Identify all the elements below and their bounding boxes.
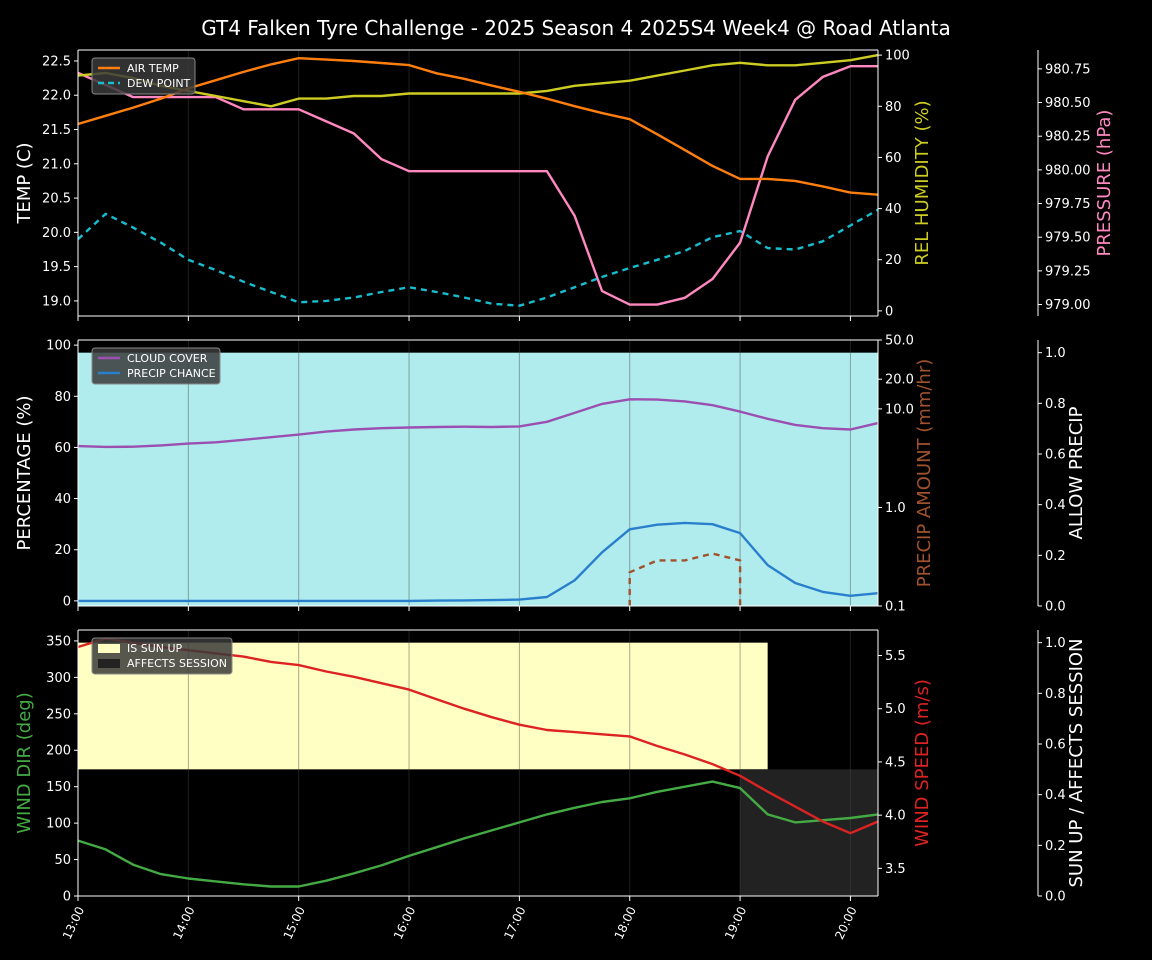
right-tick-label: 0.0 [1045,890,1066,905]
right-tick-label: 5.5 [885,649,906,664]
left-tick-label: 19.0 [42,294,71,309]
legend-label: CLOUD COVER [127,352,208,365]
right-axis-title: REL HUMIDITY (%) [912,100,933,265]
left-axis-title: TEMP (C) [14,142,35,224]
right-tick-label: 20.0 [885,373,914,388]
series-wind-dir [77,780,879,888]
right-tick-label: 980.25 [1045,130,1091,145]
right-tick-label: 979.50 [1045,231,1091,246]
left-tick-label: 20.0 [42,226,71,241]
legend-label: PRECIP CHANCE [127,367,216,380]
legend-label: IS SUN UP [127,642,183,655]
right-tick-label: 100 [885,49,910,64]
left-tick-label: 20 [54,543,71,558]
right-axis-title: PRESSURE (hPa) [1094,110,1115,257]
right-tick-label: 1.0 [1045,346,1066,361]
right-tick-label: 0.2 [1045,549,1066,564]
right-tick-label: 1.0 [1045,636,1066,651]
legend-box [91,347,221,385]
left-tick-label: 20.5 [42,192,71,207]
right-tick-label: 980.00 [1045,163,1091,178]
series-precip-chance [78,521,879,603]
right-tick-label: 0.1 [885,600,906,615]
chart-title: GT4 Falken Tyre Challenge - 2025 Season … [201,16,951,40]
left-axis-title: WIND DIR (deg) [14,692,35,834]
legend-swatch [98,644,120,653]
right-tick-label: 980.50 [1045,96,1091,111]
left-tick-label: 19.5 [42,260,71,275]
legend-label: AFFECTS SESSION [127,657,227,670]
panel-wind-sun: 0 50 100 150 200 250 300 350 WIND DIR (deg) 3.5 4.… [14,629,1087,942]
right-tick-label: 10.0 [885,402,914,417]
right-tick-label: 0.4 [1045,498,1066,513]
series-air-temp [77,57,879,196]
legend-label: AIR TEMP [127,62,179,75]
left-tick-label: 350 [46,634,71,649]
left-tick-label: 60 [54,441,71,456]
right-tick-label: 20 [885,253,902,268]
left-tick-label: 22.5 [42,54,71,69]
affects-session-area [740,769,878,896]
right-tick-label: 0.8 [1045,687,1066,702]
right-axis-title: SUN UP / AFFECTS SESSION [1066,638,1087,887]
right-axis-title: PRECIP AMOUNT (mm/hr) [914,359,935,588]
legend-swatch [98,659,120,668]
right-tick-label: 0.0 [1045,600,1066,615]
left-tick-label: 0 [63,890,71,905]
right-tick-label: 4.0 [885,809,906,824]
right-axis-title: WIND SPEED (m/s) [912,679,933,847]
right-tick-label: 5.0 [885,702,906,717]
left-tick-label: 80 [54,390,71,405]
panel-clouds-precip: 0 20 40 60 80 100 PERCENTAGE (%) 0.1 1.0 10.0 20.0… [14,334,1087,615]
right-tick-label: 50.0 [885,334,914,349]
left-tick-label: 150 [46,780,71,795]
left-tick-label: 100 [46,339,71,354]
right-tick-label: 1.0 [885,501,906,516]
legend-box [91,637,233,675]
right-tick-label: 0.8 [1045,397,1066,412]
panel-temperature: 19.0 19.5 20.0 20.5 21.0 21.5 22.0 22.5 TEMP (C)… [14,49,1115,321]
right-tick-label: 980.75 [1045,62,1091,77]
series-dew-point [77,208,879,307]
right-tick-label: 0.2 [1045,839,1066,854]
left-tick-label: 100 [46,817,71,832]
right-axis-title: ALLOW PRECIP [1066,406,1087,539]
left-tick-label: 0 [63,594,71,609]
left-tick-label: 50 [54,853,71,868]
left-axis-title: PERCENTAGE (%) [14,395,35,550]
right-tick-label: 0.4 [1045,788,1066,803]
left-tick-label: 250 [46,707,71,722]
right-tick-label: 80 [885,100,902,115]
right-tick-label: 0.6 [1045,448,1066,463]
series-pressure [77,64,878,306]
right-tick-label: 979.75 [1045,197,1091,212]
right-tick-label: 3.5 [885,862,906,877]
series-precip-amount [628,552,742,606]
left-tick-label: 22.0 [42,89,71,104]
left-tick-label: 300 [46,671,71,686]
right-tick-label: 60 [885,151,902,166]
series-humidity [77,53,879,108]
right-tick-label: 979.00 [1045,298,1091,313]
legend-label: DEW POINT [127,77,191,90]
right-tick-label: 4.5 [885,755,906,770]
series-cloud-cover [77,398,879,449]
left-tick-label: 21.5 [42,123,71,138]
right-tick-label: 0 [885,304,893,319]
right-tick-label: 979.25 [1045,264,1091,279]
right-tick-label: 40 [885,202,902,217]
right-tick-label: 0.6 [1045,738,1066,753]
left-tick-label: 200 [46,744,71,759]
left-tick-label: 21.0 [42,157,71,172]
left-tick-label: 40 [54,492,71,507]
allow-precip-area [78,352,878,606]
